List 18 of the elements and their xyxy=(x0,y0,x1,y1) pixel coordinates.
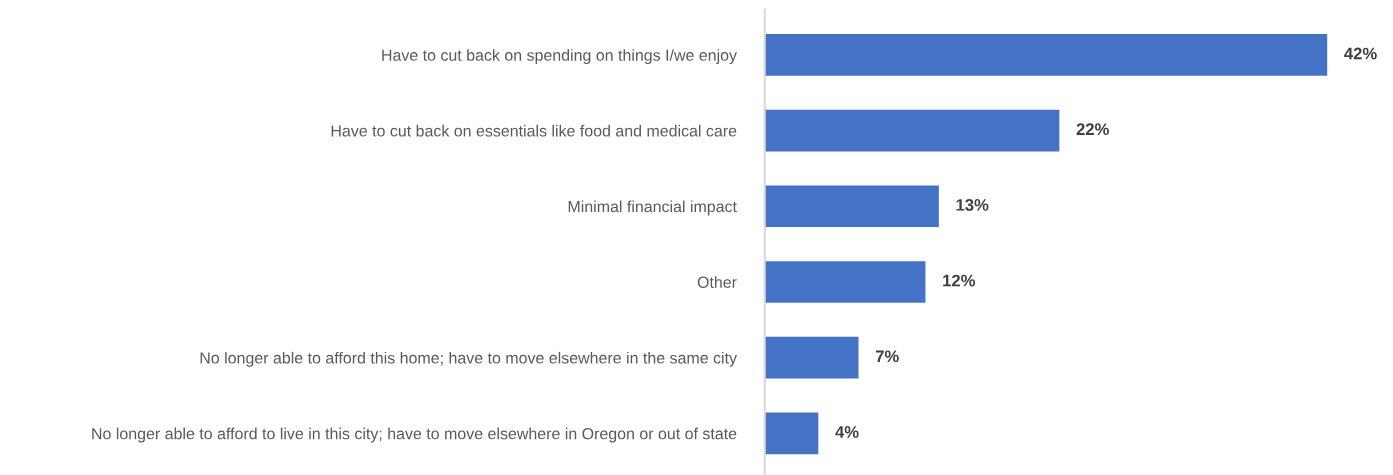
data-label: 12% xyxy=(943,274,976,287)
data-label: 7% xyxy=(875,350,899,363)
bar xyxy=(764,109,1060,152)
y-tick-label: Other xyxy=(697,276,737,288)
bar xyxy=(764,336,859,379)
bar xyxy=(764,412,819,455)
data-label: 4% xyxy=(835,426,859,438)
bar xyxy=(764,34,1328,76)
data-label: 13% xyxy=(956,198,989,211)
data-label: 42% xyxy=(1344,47,1377,60)
bar xyxy=(764,185,939,228)
y-tick-label: Have to cut back on essentials like food and medical care xyxy=(331,124,737,137)
y-tick-label: No longer able to afford this home; have to move elsewhere in the same city xyxy=(200,351,737,367)
y-tick-label: Have to cut back on spending on things I/we enjoy xyxy=(382,49,737,65)
y-tick-label: No longer able to afford to live in this city; have to move elsewhere in Oregon or out of state xyxy=(92,427,737,443)
bar xyxy=(764,261,926,303)
y-tick-label: Minimal financial impact xyxy=(568,200,737,216)
data-label: 22% xyxy=(1076,123,1109,136)
